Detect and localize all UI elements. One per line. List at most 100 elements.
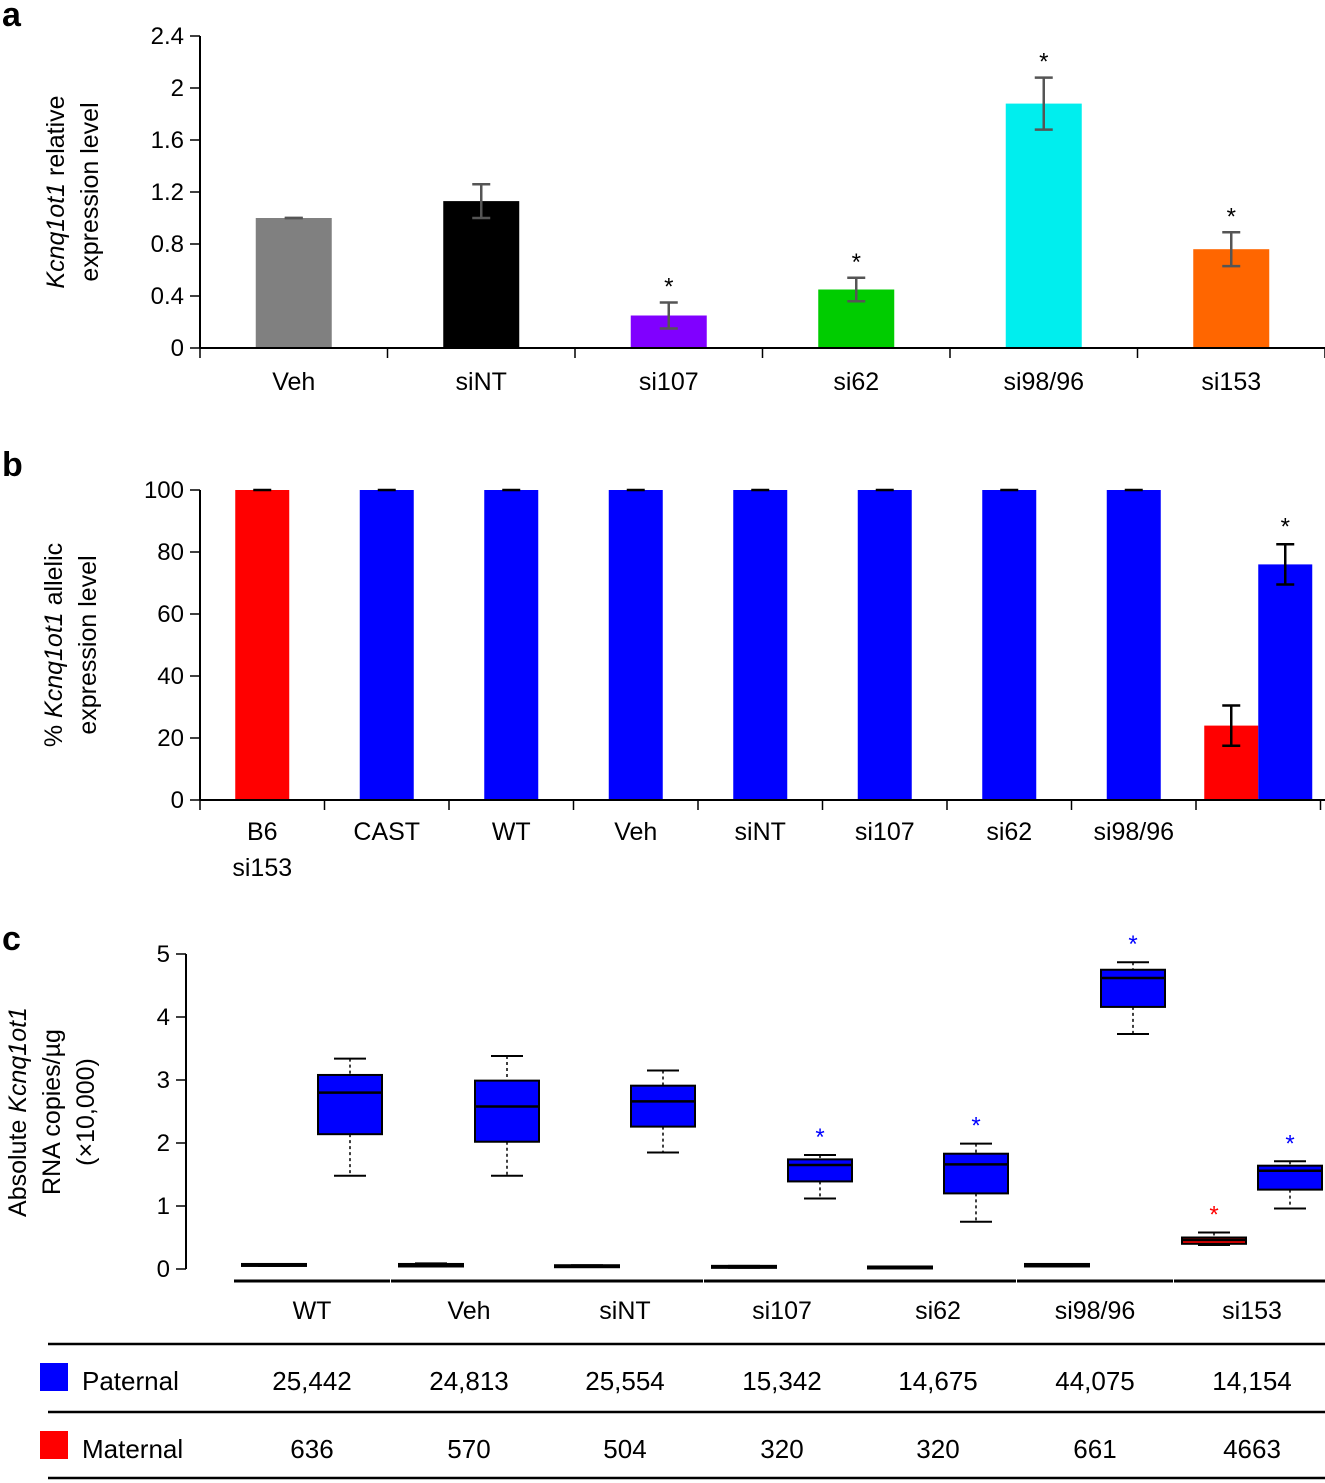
y-tick-label-40: 40	[157, 663, 184, 690]
y-tick-label-4: 4	[157, 1004, 170, 1031]
table-cell-maternal-Veh: 570	[447, 1434, 490, 1464]
legend-label-maternal: Maternal	[82, 1434, 183, 1464]
y-tick-label-2.4: 2.4	[151, 23, 184, 50]
panel-a-axes: Veh siNT si107 si62 si98/96 si153 0 0.4 0.8 1.2 1.…	[151, 23, 1325, 396]
box-iqr-paternal-si153	[1257, 1164, 1323, 1191]
panel-label-b: b	[2, 446, 23, 484]
significance-star-si62: *	[852, 249, 861, 276]
y-tick-label-0: 0	[171, 335, 184, 362]
box-iqr-paternal-si98/96	[1100, 968, 1166, 1008]
y-tick-label-3: 3	[157, 1067, 170, 1094]
panel-c-count-table: Paternal 25,442 24,813 25,554 15,342 14,675 44…	[40, 1342, 1325, 1480]
box-maternal-Veh	[398, 1262, 464, 1268]
panel-c-y-label-gene: Kcnq1ot1	[4, 1007, 32, 1113]
y-tick-label-20: 20	[157, 725, 184, 752]
table-cell-maternal-si98/96: 661	[1073, 1434, 1116, 1464]
y-tick-label-1: 1	[157, 1193, 170, 1220]
panel-c-y-axis-label: Absolute Kcnq1ot1	[4, 1007, 32, 1217]
panel-a-bar-chart: * * * * Veh siNT si107 si62 si98/96 si153 0 0.4 0.8…	[42, 23, 1325, 396]
bar-siNT	[443, 201, 520, 348]
y-tick-label-1.2: 1.2	[151, 179, 184, 206]
box-maternal-si153: *	[1181, 1201, 1247, 1247]
panel-a-y-axis-label: Kcnq1ot1 relative	[42, 95, 70, 288]
box-paternal-si62: *	[943, 1113, 1009, 1223]
x-tick-label-si107: si107	[855, 818, 915, 846]
table-cell-maternal-siNT: 504	[603, 1434, 646, 1464]
y-tick-label-100: 100	[144, 477, 184, 504]
box-maternal-si107	[711, 1264, 777, 1269]
bar-CAST-si153	[1258, 564, 1313, 800]
panel-b-bar-chart: * B6 CAST WT Veh siNT si107 si62 si98/96 si153 0 2…	[40, 477, 1325, 882]
y-tick-label-0: 0	[171, 787, 184, 814]
significance-star-si153: *	[1281, 513, 1290, 540]
table-cell-paternal-Veh: 24,813	[429, 1366, 509, 1396]
x-tick-label-si98/96: si98/96	[1093, 818, 1174, 846]
panel-a-bars: * * * *	[255, 49, 1270, 348]
y-tick-label-80: 80	[157, 539, 184, 566]
panel-b-y-axis-label: % Kcnq1ot1 allelic	[40, 543, 68, 747]
box-iqr-paternal-si62	[943, 1152, 1009, 1195]
y-tick-label-2: 2	[157, 1130, 170, 1157]
bar-CAST-siNT	[733, 490, 788, 800]
panel-a-y-label-rest: relative	[42, 95, 70, 183]
table-cell-maternal-WT: 636	[290, 1434, 333, 1464]
panel-b-y-label-prefix: %	[40, 718, 68, 747]
box-maternal-WT	[241, 1262, 307, 1267]
box-iqr-paternal-WT	[317, 1073, 383, 1136]
box-iqr-paternal-si107	[787, 1158, 853, 1183]
box-paternal-si98/96: *	[1100, 931, 1166, 1036]
table-cell-paternal-si153: 14,154	[1212, 1366, 1292, 1396]
box-maternal-si98/96	[1024, 1262, 1090, 1268]
box-maternal-siNT	[554, 1264, 620, 1269]
panel-c-y-axis-label-line3: (×10,000)	[72, 1058, 100, 1166]
panel-c-y-label-prefix: Absolute	[4, 1113, 32, 1217]
box-paternal-Veh	[474, 1055, 540, 1177]
table-cell-paternal-siNT: 25,554	[585, 1366, 665, 1396]
y-tick-label-0: 0	[157, 1256, 170, 1283]
bar-CAST-si98/96	[1106, 490, 1161, 800]
panel-c-box-plot: * * * * * WT Veh siNT si107 si62 si98/96 si153 0 1 2 3…	[4, 931, 1325, 1480]
x-tick-label-si62: si62	[915, 1297, 961, 1325]
bar-CAST-Veh	[608, 490, 663, 800]
bar-si98/96	[1005, 103, 1082, 348]
box-paternal-si107: *	[787, 1124, 853, 1200]
box-paternal-si153: *	[1257, 1130, 1323, 1210]
table-cell-paternal-WT: 25,442	[272, 1366, 352, 1396]
table-cell-maternal-si107: 320	[760, 1434, 803, 1464]
x-tick-label-CAST: CAST	[353, 818, 420, 846]
significance-star-paternal-si98/96: *	[1128, 931, 1137, 958]
table-cell-maternal-si153: 4663	[1223, 1434, 1281, 1464]
panel-a-y-label-gene: Kcnq1ot1	[42, 183, 70, 289]
significance-star-paternal-si153: *	[1285, 1130, 1294, 1157]
significance-star-paternal-si62: *	[971, 1113, 980, 1140]
x-tick-label-si153: si153	[1222, 1297, 1282, 1325]
table-cell-paternal-si98/96: 44,075	[1055, 1366, 1135, 1396]
bar-CAST-si107	[857, 490, 912, 800]
x-tick-label-WT: WT	[293, 1297, 332, 1325]
x-tick-label-si98/96: si98/96	[1055, 1297, 1136, 1325]
panel-b-y-label-rest: allelic	[40, 543, 68, 612]
bar-CAST-si62	[982, 490, 1037, 800]
table-cell-paternal-si62: 14,675	[898, 1366, 978, 1396]
x-tick-label-si153: si153	[232, 854, 292, 882]
table-cell-maternal-si62: 320	[916, 1434, 959, 1464]
y-tick-label-5: 5	[157, 941, 170, 968]
x-tick-label-si62: si62	[833, 368, 879, 396]
y-tick-label-0.8: 0.8	[151, 231, 184, 258]
box-paternal-siNT	[630, 1069, 696, 1154]
x-tick-label-Veh: Veh	[272, 368, 315, 396]
table-cell-paternal-si107: 15,342	[742, 1366, 822, 1396]
box-iqr-paternal-Veh	[474, 1079, 540, 1143]
significance-star-si153: *	[1227, 203, 1236, 230]
significance-star-maternal-si153: *	[1209, 1201, 1218, 1228]
x-tick-label-siNT: siNT	[735, 818, 786, 846]
x-tick-label-siNT: siNT	[456, 368, 507, 396]
panel-label-c: c	[2, 920, 21, 958]
y-tick-label-0.4: 0.4	[151, 283, 184, 310]
legend-swatch-maternal	[40, 1431, 68, 1459]
panel-b-axes: B6 CAST WT Veh siNT si107 si62 si98/96 si153 0 20 4…	[144, 477, 1325, 882]
x-tick-label-B6: B6	[247, 818, 278, 846]
x-tick-label-si107: si107	[752, 1297, 812, 1325]
x-tick-label-si98/96: si98/96	[1003, 368, 1084, 396]
y-tick-label-1.6: 1.6	[151, 127, 184, 154]
